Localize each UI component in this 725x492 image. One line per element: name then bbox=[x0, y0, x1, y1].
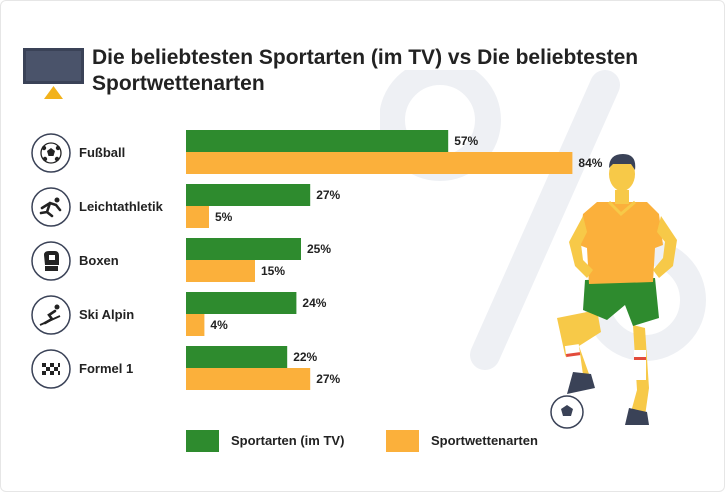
bar-bet bbox=[186, 314, 205, 336]
bar-bet bbox=[186, 260, 255, 282]
legend-label-bet: Sportwettenarten bbox=[431, 433, 538, 448]
bar-value-label: 15% bbox=[261, 264, 285, 278]
bar-value-label: 27% bbox=[316, 188, 340, 202]
bar-tv bbox=[186, 130, 449, 152]
legend-swatch-bet bbox=[386, 430, 419, 452]
athlete-icon bbox=[31, 187, 71, 227]
chart-title: Die beliebtesten Sportarten (im TV) vs D… bbox=[92, 46, 639, 95]
legend-swatch-tv bbox=[186, 430, 219, 452]
tv-icon bbox=[23, 48, 84, 99]
bar-value-label: 27% bbox=[316, 372, 340, 386]
bar-bet bbox=[186, 152, 573, 174]
bar-bet bbox=[186, 206, 209, 228]
boxing-glove-icon bbox=[31, 241, 71, 281]
football-player-illustration bbox=[550, 154, 677, 429]
category-label: Fußball bbox=[79, 145, 125, 160]
bar-tv bbox=[186, 184, 311, 206]
legend-item-bet: Sportwettenarten bbox=[386, 430, 556, 452]
skier-icon bbox=[31, 295, 71, 335]
bar-tv bbox=[186, 238, 301, 260]
legend-item-tv: Sportarten (im TV) bbox=[186, 430, 346, 452]
category-label: Leichtathletik bbox=[79, 199, 164, 214]
bar-value-label: 57% bbox=[454, 134, 478, 148]
bar-bet bbox=[186, 368, 311, 390]
bar-value-label: 22% bbox=[293, 350, 317, 364]
legend-label-tv: Sportarten (im TV) bbox=[231, 433, 345, 448]
bar-value-label: 24% bbox=[302, 296, 326, 310]
bar-value-label: 25% bbox=[307, 242, 331, 256]
category-label: Boxen bbox=[79, 253, 119, 268]
bar-tv bbox=[186, 292, 297, 314]
soccer-ball-icon bbox=[31, 133, 71, 173]
bar-tv bbox=[186, 346, 288, 368]
bar-value-label: 84% bbox=[578, 156, 602, 170]
checkered-flag-icon bbox=[31, 349, 71, 389]
category-label: Formel 1 bbox=[79, 361, 133, 376]
bar-value-label: 5% bbox=[215, 210, 233, 224]
bar-value-label: 4% bbox=[210, 318, 228, 332]
category-label: Ski Alpin bbox=[79, 307, 134, 322]
